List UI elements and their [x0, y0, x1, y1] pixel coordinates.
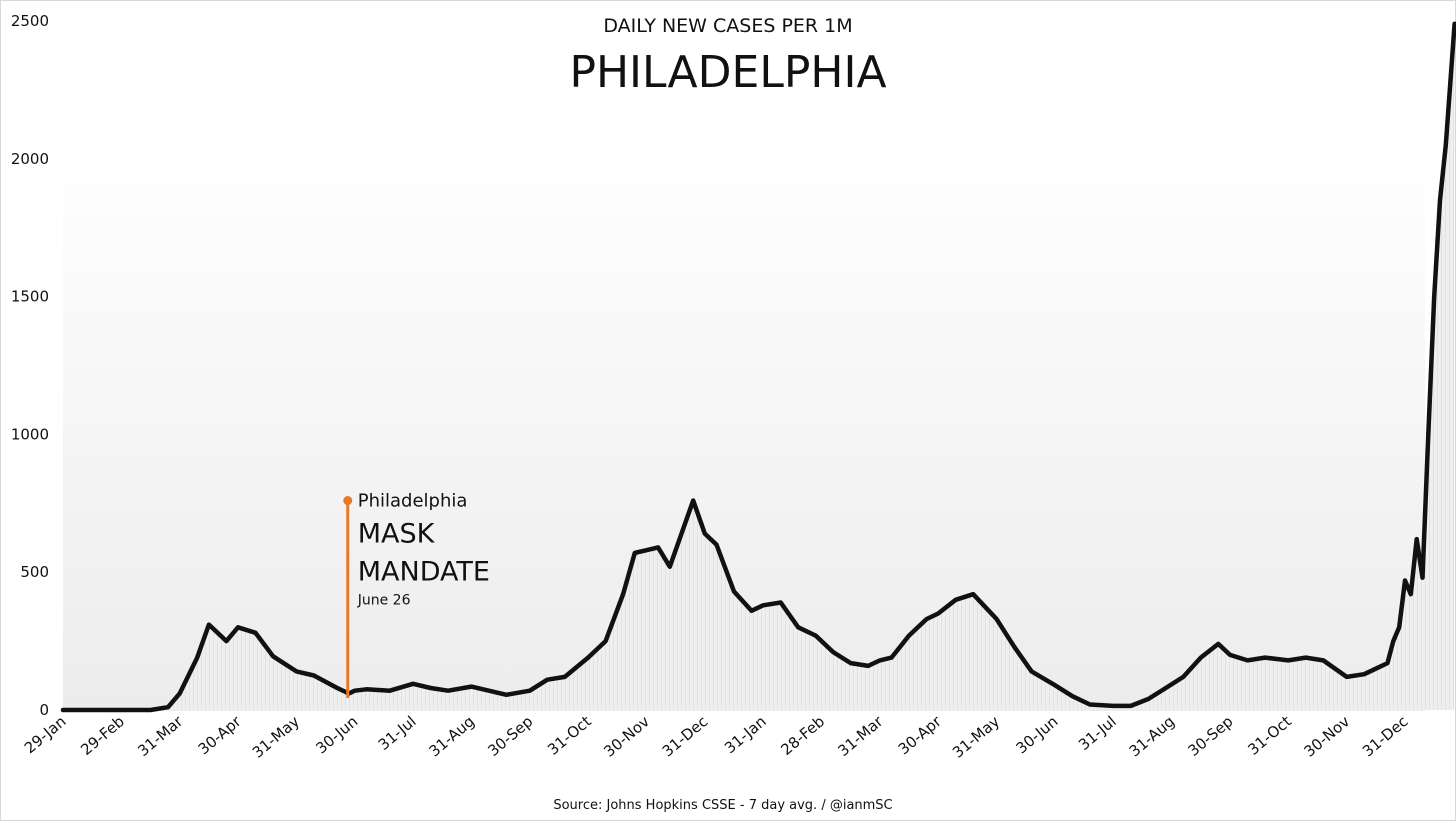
- y-tick-label: 0: [39, 701, 49, 719]
- y-tick-label: 2000: [11, 150, 49, 168]
- source-note: Source: Johns Hopkins CSSE - 7 day avg. …: [553, 798, 892, 813]
- x-tick-label: 29-Jan: [21, 712, 70, 757]
- x-tick-label: 31-Oct: [1244, 712, 1295, 759]
- x-tick-label: 28-Feb: [777, 712, 828, 759]
- mask-mandate-annotation: Philadelphia MASK MANDATE June 26: [343, 491, 490, 698]
- x-tick-label: 31-Jan: [721, 712, 770, 757]
- x-tick-label: 30-Nov: [600, 712, 653, 760]
- y-tick-label: 1000: [11, 425, 49, 443]
- chart-subtitle: DAILY NEW CASES PER 1M: [603, 15, 852, 37]
- x-axis: 29-Jan 29-Feb 31-Mar 30-Apr 31-May 30-Jun 31-J…: [21, 712, 1412, 762]
- x-tick-label: 30-Sep: [1185, 712, 1237, 760]
- x-tick-label: 31-Mar: [834, 712, 887, 760]
- x-tick-label: 31-Aug: [425, 712, 478, 760]
- x-tick-label: 31-Dec: [1359, 712, 1412, 760]
- x-tick-label: 30-Jun: [1013, 712, 1062, 757]
- x-tick-label: 30-Apr: [895, 712, 946, 759]
- x-tick-label: 31-Oct: [544, 712, 595, 759]
- annotation-city-label: Philadelphia: [358, 491, 468, 512]
- x-tick-label: 31-May: [949, 712, 1003, 762]
- x-tick-label: 31-May: [249, 712, 303, 762]
- x-tick-label: 30-Jun: [312, 712, 361, 757]
- x-tick-label: 30-Nov: [1300, 712, 1353, 760]
- y-tick-label: 2500: [11, 12, 49, 30]
- x-tick-label: 31-Aug: [1126, 712, 1179, 760]
- x-tick-label: 31-Mar: [134, 712, 187, 760]
- y-tick-label: 500: [20, 563, 49, 581]
- y-tick-label: 1500: [11, 288, 49, 306]
- x-tick-label: 31-Jul: [1075, 712, 1120, 754]
- x-tick-label: 31-Dec: [659, 712, 712, 760]
- y-axis: 0 500 1000 1500 2000 2500: [11, 12, 49, 719]
- annotation-mandate-label: MANDATE: [358, 557, 490, 588]
- annotation-date-label: June 26: [357, 593, 411, 609]
- chart-title: PHILADELPHIA: [569, 47, 886, 98]
- x-tick-label: 31-Jul: [375, 712, 420, 754]
- x-tick-label: 29-Feb: [77, 712, 128, 759]
- x-tick-label: 30-Apr: [195, 712, 246, 759]
- annotation-marker: [343, 496, 353, 506]
- series-line: [60, 21, 1456, 713]
- annotation-mask-label: MASK: [358, 519, 436, 550]
- x-tick-label: 30-Sep: [484, 712, 536, 760]
